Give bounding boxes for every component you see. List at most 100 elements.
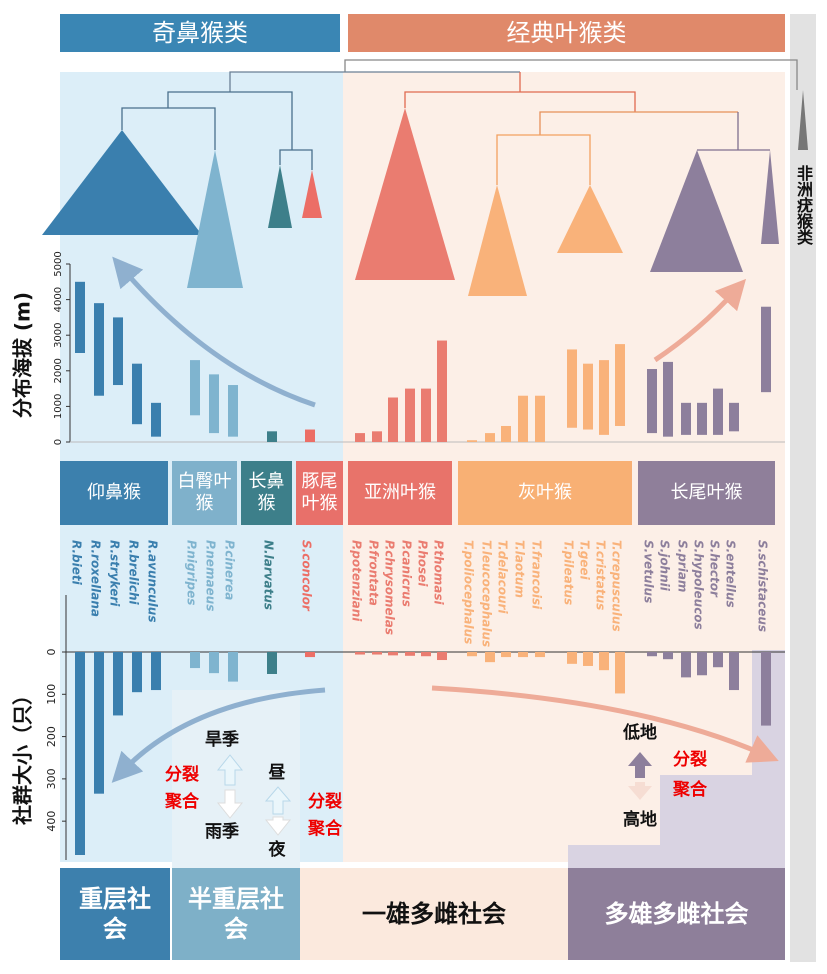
group-size-bar bbox=[697, 652, 707, 676]
society-label: 一雄多雌社会 bbox=[300, 868, 568, 960]
annotation: 昼 bbox=[269, 763, 286, 783]
clade-triangle bbox=[355, 108, 455, 280]
y-tick-label: 0 bbox=[45, 649, 58, 656]
group-size-bar bbox=[599, 652, 609, 671]
tree-line bbox=[697, 112, 770, 151]
altitude-bar bbox=[132, 363, 142, 425]
cycle-arrow bbox=[628, 782, 652, 800]
species-label: P.cinerea bbox=[223, 540, 237, 600]
tree-line bbox=[404, 72, 636, 112]
group-size-bar bbox=[267, 652, 277, 674]
society-label: 重层社会 bbox=[60, 868, 170, 960]
altitude-bar bbox=[501, 425, 511, 442]
species-label: T.leucocephalus bbox=[480, 540, 494, 647]
clade-triangle bbox=[268, 165, 292, 228]
trend-arrow bbox=[111, 687, 326, 783]
species-label: S.entellus bbox=[724, 540, 738, 608]
phylogeny bbox=[121, 59, 798, 185]
y-axis-title: 分布海拔 (m) bbox=[11, 292, 35, 418]
species-label: T.geei bbox=[578, 540, 592, 581]
species-label: R.avunculus bbox=[146, 540, 160, 622]
clade-triangle bbox=[468, 185, 527, 296]
clade-triangle bbox=[302, 170, 322, 218]
group-size-bar bbox=[567, 652, 577, 664]
group-size-bar bbox=[421, 652, 431, 657]
annotation: 聚合 bbox=[672, 779, 708, 800]
altitude-bar bbox=[663, 361, 673, 437]
species-label: S.hypoleucos bbox=[692, 540, 706, 630]
species-label: R.roxellana bbox=[89, 540, 103, 617]
altitude-bar bbox=[485, 433, 495, 442]
header: 奇鼻猴类 bbox=[60, 14, 340, 52]
genus-label: 长鼻猴 bbox=[241, 461, 292, 525]
group-size-bar bbox=[305, 652, 315, 658]
genus-label: 仰鼻猴 bbox=[60, 461, 168, 525]
group-size-bar bbox=[647, 652, 657, 657]
header: 经典叶猴类 bbox=[348, 14, 785, 52]
tree-line bbox=[121, 107, 216, 150]
species-label: P.frontata bbox=[367, 540, 381, 606]
species-label: P.hosei bbox=[416, 540, 430, 587]
genus-label: 长尾叶猴 bbox=[638, 461, 775, 525]
species-label: P.potenziani bbox=[350, 540, 364, 622]
y-tick-label: 200 bbox=[45, 726, 58, 747]
y-tick-label: 1000 bbox=[53, 394, 64, 419]
y-tick-label: 2000 bbox=[53, 358, 64, 383]
species-label: S.priam bbox=[676, 540, 690, 592]
cycle-arrow bbox=[628, 752, 652, 778]
group-size-bar bbox=[729, 652, 739, 691]
y-tick-label: 400 bbox=[45, 811, 58, 832]
y-tick-label: 3000 bbox=[53, 322, 64, 347]
altitude-bar bbox=[535, 395, 545, 442]
clade-triangle bbox=[557, 185, 623, 253]
annotation: 分裂 bbox=[673, 749, 707, 770]
altitude-bar bbox=[421, 388, 431, 442]
species-label: R.strykeri bbox=[108, 540, 122, 607]
cycle-arrow bbox=[216, 789, 244, 819]
species-label: T.poliocephalus bbox=[462, 540, 476, 644]
annotation: 低地 bbox=[622, 722, 657, 743]
group-size-bar bbox=[615, 652, 625, 694]
group-size-bar bbox=[713, 652, 723, 668]
species-label: P.chrysomelas bbox=[383, 540, 397, 635]
altitude-bar bbox=[437, 340, 447, 442]
species-label: P.thomasi bbox=[432, 540, 446, 606]
tree-line bbox=[279, 149, 313, 170]
y-tick-label: 100 bbox=[45, 684, 58, 705]
group-size-bar bbox=[681, 652, 691, 678]
group-size-bar bbox=[132, 652, 142, 693]
genus-label: 灰叶猴 bbox=[458, 461, 632, 525]
annotation: 聚合 bbox=[164, 791, 200, 812]
clade-triangle bbox=[650, 150, 743, 272]
african-strip bbox=[790, 14, 816, 962]
species-label: R.bieti bbox=[70, 540, 84, 586]
cycle-arrow bbox=[264, 816, 292, 836]
group-size-bar bbox=[113, 652, 123, 716]
altitude-bar bbox=[305, 429, 315, 442]
annotation: 高地 bbox=[623, 809, 657, 830]
altitude-bar bbox=[94, 303, 104, 396]
group-size-bar bbox=[761, 652, 771, 726]
tree-line bbox=[229, 71, 520, 92]
group-size-bar bbox=[151, 652, 161, 691]
trend-arrow bbox=[112, 256, 316, 408]
species-label: S.hector bbox=[708, 540, 722, 598]
group-size-bar bbox=[372, 652, 382, 655]
species-label: S.johnii bbox=[658, 540, 672, 592]
genus-label: 白臀叶猴 bbox=[172, 461, 237, 525]
cycle-arrow bbox=[264, 786, 292, 815]
annotations: 旱季 雨季 昼 夜 分裂 聚合 分裂 聚合 低地 高地 分裂 聚合 bbox=[164, 722, 708, 860]
altitude-bar bbox=[209, 374, 219, 434]
altitude-bar bbox=[681, 402, 691, 435]
altitude-bar bbox=[518, 395, 528, 442]
y-tick-label: 5000 bbox=[53, 251, 64, 276]
altitude-bar bbox=[355, 433, 365, 442]
species-label: S.vetulus bbox=[642, 540, 656, 603]
tree-line bbox=[539, 111, 738, 135]
annotation: 聚合 bbox=[307, 818, 343, 839]
clade-triangle bbox=[761, 150, 779, 244]
species-label: T.laotum bbox=[513, 540, 527, 598]
group-size-bar bbox=[190, 652, 200, 669]
altitude-bar bbox=[113, 317, 123, 386]
altitude-bar bbox=[151, 402, 161, 437]
